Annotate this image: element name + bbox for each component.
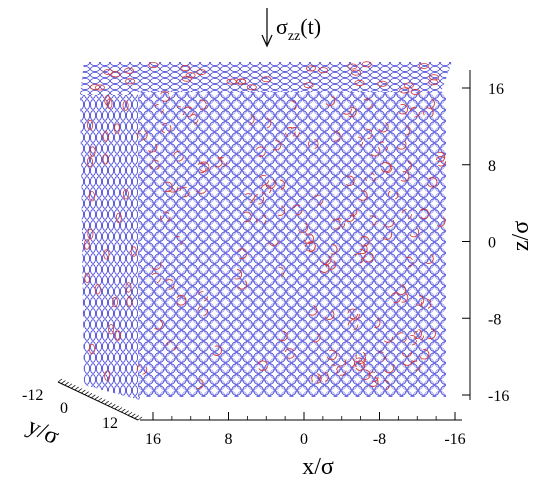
z-tick-label: 16 [488, 81, 504, 98]
z-axis-title: z/σ [508, 221, 534, 251]
y-axis-title: y/σ [23, 413, 63, 450]
z-axis: 16 8 0 -8 -16 z/σ [462, 70, 534, 405]
z-tick-label: 0 [488, 235, 496, 252]
x-tick-label: 0 [300, 431, 308, 448]
y-tick-label: 12 [102, 415, 118, 432]
x-tick-label: 16 [145, 431, 161, 448]
stress-arrow-head [261, 34, 273, 48]
x-tick-label: -8 [373, 431, 386, 448]
applied-stress: σzz(t) [261, 8, 321, 48]
z-tick-label: -16 [488, 388, 509, 405]
x-axis: 16 8 0 -8 -16 x/σ [140, 412, 466, 480]
secondary-particles [83, 61, 447, 391]
particle-cube [80, 61, 452, 400]
x-tick-label: 8 [225, 431, 233, 448]
y-tick-label: 0 [60, 400, 68, 417]
stress-argument: (t) [300, 14, 321, 39]
z-tick-label: -8 [488, 311, 501, 328]
y-tick-label: -12 [22, 387, 43, 404]
svg-text:σzz(t): σzz(t) [276, 14, 321, 44]
stress-symbol: σ [276, 14, 288, 39]
x-axis-title: x/σ [302, 454, 334, 480]
stress-subscript: zz [288, 29, 300, 44]
x-tick-label: -16 [444, 431, 465, 448]
z-tick-label: 8 [488, 158, 496, 175]
